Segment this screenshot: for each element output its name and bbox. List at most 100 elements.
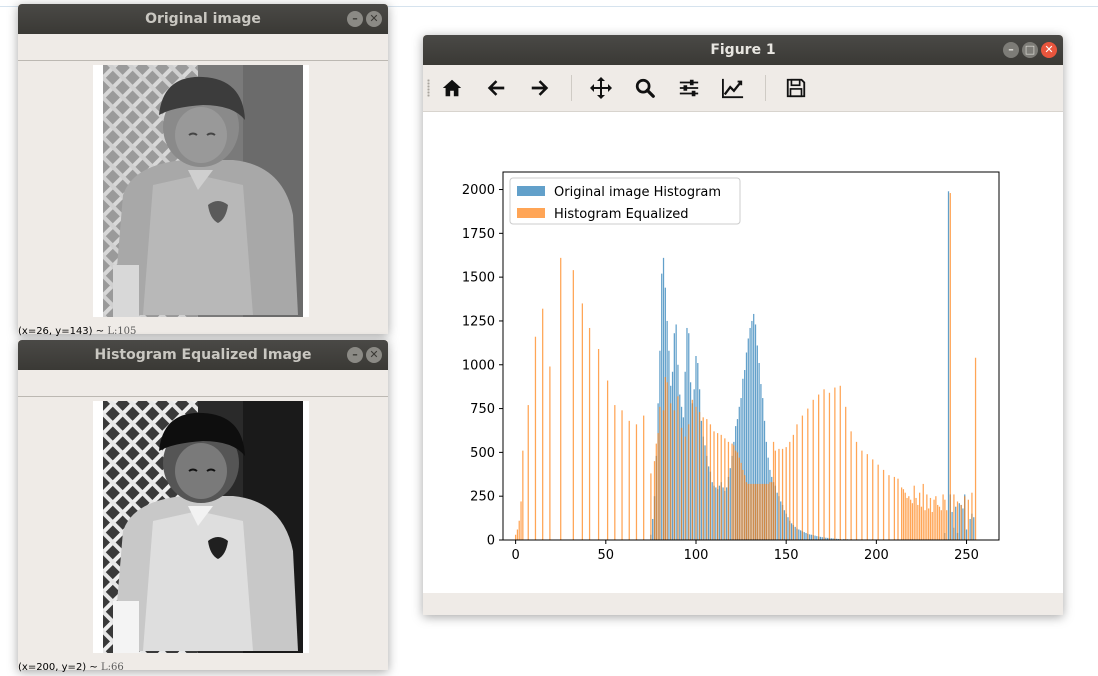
home-button[interactable] (437, 73, 467, 103)
minimize-icon[interactable]: – (347, 347, 363, 363)
histogram-bar (668, 350, 670, 540)
histogram-bar (724, 438, 726, 540)
histogram-bar (735, 450, 737, 540)
toolbar-grip[interactable] (427, 79, 430, 97)
equalized-photo[interactable] (93, 401, 309, 653)
histogram-bar (733, 445, 735, 540)
close-icon[interactable]: ✕ (366, 11, 382, 27)
histogram-bar (947, 191, 950, 540)
image-area (18, 397, 388, 670)
histogram-bar (915, 497, 917, 540)
image-toolbar (18, 370, 388, 397)
histogram-bar (888, 475, 890, 540)
y-tick-label: 1250 (462, 314, 495, 329)
subplots-button[interactable] (674, 73, 704, 103)
histogram-bar (549, 366, 551, 540)
histogram-bar (675, 324, 677, 540)
histogram-bar (935, 496, 937, 540)
pan-button[interactable] (586, 73, 616, 103)
histogram-bar (655, 443, 657, 540)
histogram-bar (832, 538, 834, 540)
histogram-bar (744, 475, 746, 540)
histogram-bar (709, 424, 712, 540)
histogram-bar (726, 487, 728, 540)
save-button[interactable] (781, 73, 811, 103)
histogram-bar (904, 492, 906, 540)
histogram-bar (514, 534, 517, 540)
x-tick-label: 0 (511, 548, 519, 563)
histogram-bar (717, 433, 719, 540)
minimize-icon[interactable]: – (1003, 42, 1019, 58)
histogram-bar (662, 257, 665, 540)
histogram-bar (704, 445, 706, 540)
equalized-image-titlebar[interactable]: Histogram Equalized Image – ✕ (18, 340, 388, 370)
histogram-bar (706, 419, 708, 540)
histogram-bar (798, 529, 800, 540)
histogram-bar (834, 387, 836, 540)
image-area (18, 61, 388, 334)
histogram-bar (760, 384, 762, 540)
figure-window[interactable]: Figure 1 – □ ✕ (423, 35, 1063, 615)
histogram-bar (969, 518, 971, 540)
close-icon[interactable]: ✕ (366, 347, 382, 363)
histogram-bar (816, 536, 818, 540)
histogram-bar (763, 483, 766, 540)
pixel-coordinates: (x=26, y=143) ~ (18, 326, 105, 337)
edit-axis-button[interactable] (718, 73, 748, 103)
histogram-bar (877, 464, 879, 540)
original-image-titlebar[interactable]: Original image – ✕ (18, 4, 388, 34)
histogram-bar (931, 511, 933, 540)
desktop-background (0, 6, 1098, 7)
equalized-image-window[interactable]: Histogram Equalized Image – ✕ (18, 340, 388, 670)
histogram-bar (967, 499, 969, 540)
histogram-bar (836, 538, 838, 540)
histogram-bar (882, 469, 885, 540)
histogram-bar (866, 454, 868, 540)
close-icon[interactable]: ✕ (1041, 42, 1057, 58)
original-image-window[interactable]: Original image – ✕ (18, 4, 388, 334)
arrow-left-icon (487, 80, 505, 96)
histogram-bar (781, 448, 784, 540)
histogram-bar (810, 534, 813, 540)
histogram-bar (697, 363, 699, 540)
histogram-bar (821, 537, 823, 540)
toolbar-separator (571, 75, 572, 101)
histogram-bar (664, 377, 666, 540)
histogram-bar (906, 497, 908, 540)
histogram-bar (751, 320, 753, 540)
histogram-bar (711, 482, 713, 540)
zoom-button[interactable] (630, 73, 660, 103)
histogram-bar (753, 483, 755, 540)
axes-frame (502, 171, 1000, 541)
minimize-icon[interactable]: – (347, 11, 363, 27)
move-icon (590, 77, 612, 99)
histogram-bar (707, 466, 710, 540)
original-status-bar: (x=26, y=143) ~ L:105 (18, 326, 136, 337)
histogram-bar (520, 501, 522, 540)
histogram-bar (765, 483, 767, 540)
histogram-bar (776, 492, 778, 540)
legend-swatch (517, 186, 545, 196)
y-tick-label: 1750 (462, 227, 495, 242)
histogram-bar (769, 482, 771, 540)
original-photo[interactable] (93, 65, 309, 317)
back-button[interactable] (481, 73, 511, 103)
legend-label: Histogram Equalized (554, 207, 689, 222)
histogram-chart[interactable]: 0 50 100 150 200 250 0 250 500 750 1000 1250 1500 175… (423, 112, 1063, 593)
histogram-bar (718, 485, 721, 540)
figure-titlebar[interactable]: Figure 1 – □ ✕ (423, 35, 1063, 65)
maximize-icon[interactable]: □ (1022, 42, 1038, 58)
forward-button[interactable] (525, 73, 555, 103)
window-title: Histogram Equalized Image (94, 347, 312, 363)
histogram-bar (691, 399, 694, 540)
histogram-bar (643, 415, 645, 540)
histogram-bar (680, 427, 683, 540)
histogram-bar (790, 523, 793, 540)
figure-canvas[interactable]: 0 50 100 150 200 250 0 250 500 750 1000 1250 1500 175… (423, 112, 1063, 593)
y-tick-label: 750 (470, 402, 495, 417)
histogram-bar (962, 508, 964, 540)
histogram-bar (778, 448, 780, 540)
histogram-bar (805, 532, 807, 540)
histogram-bar (929, 497, 932, 540)
histogram-bar (542, 308, 544, 540)
